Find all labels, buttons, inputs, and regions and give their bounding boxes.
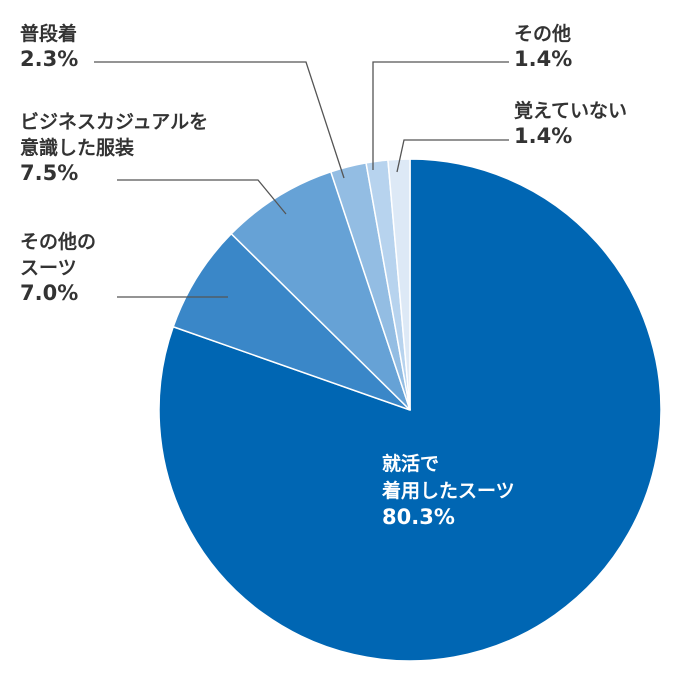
slice-label-2-line-0: ビジネスカジュアルを <box>20 111 208 133</box>
slice-label-4-line-0: その他 <box>514 22 571 45</box>
pie-slices <box>158 158 662 662</box>
slice-label-5-line-0: 覚えていない <box>514 99 627 122</box>
slice-value-0: 80.3% <box>382 505 455 529</box>
leader-line-5 <box>396 139 509 173</box>
slice-value-2: 7.5% <box>20 161 78 185</box>
slice-label-0-line-1: 着用したスーツ <box>382 479 515 502</box>
slice-label-1-line-1: スーツ <box>20 257 77 279</box>
slice-value-3: 2.3% <box>20 47 78 71</box>
leader-line-4 <box>372 61 509 170</box>
pie-slice-2 <box>230 170 411 411</box>
pie-slice-1 <box>172 232 411 411</box>
slice-value-4: 1.4% <box>514 47 572 71</box>
pie-slice-5 <box>387 158 411 411</box>
leader-line-3 <box>94 61 345 179</box>
slice-label-2-line-1: 意識した服装 <box>20 136 134 159</box>
slice-label-3-line-0: 普段着 <box>20 22 77 45</box>
slice-label-1-line-0: その他の <box>20 230 96 253</box>
slice-value-1: 7.0% <box>20 281 78 305</box>
leader-lines <box>94 61 509 298</box>
slice-value-5: 1.4% <box>514 124 572 148</box>
leader-line-2 <box>117 179 287 215</box>
slice-label-0-line-0: 就活で <box>382 452 439 475</box>
